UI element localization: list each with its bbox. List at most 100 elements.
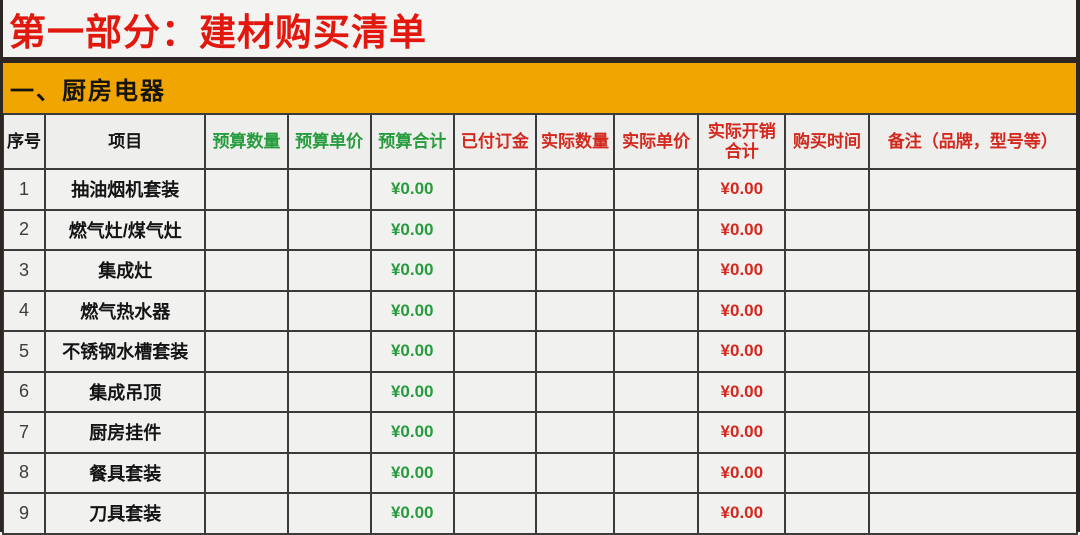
cell-purchase_time[interactable]	[784, 411, 870, 454]
cell-actual_unit_price[interactable]	[613, 330, 700, 373]
cell-index[interactable]: 9	[1, 492, 47, 535]
cell-notes[interactable]	[867, 492, 1079, 535]
cell-actual_qty[interactable]	[534, 451, 616, 494]
cell-notes[interactable]	[867, 330, 1079, 373]
cell-actual_unit_price[interactable]	[613, 451, 700, 494]
cell-actual_qty[interactable]	[534, 411, 616, 454]
cell-purchase_time[interactable]	[784, 451, 870, 494]
cell-budget_qty[interactable]	[204, 168, 289, 211]
cell-budget_total[interactable]: ¥0.00	[369, 411, 455, 454]
cell-budget_unit_price[interactable]	[286, 168, 372, 211]
cell-notes[interactable]	[867, 168, 1079, 211]
cell-item[interactable]: 集成吊顶	[44, 370, 207, 413]
header-notes[interactable]: 备注（品牌，型号等）	[867, 113, 1079, 170]
cell-deposit_paid[interactable]	[452, 370, 537, 413]
header-index[interactable]: 序号	[1, 113, 47, 170]
cell-budget_unit_price[interactable]	[286, 492, 372, 535]
cell-index[interactable]: 2	[1, 208, 47, 251]
cell-index[interactable]: 1	[1, 168, 47, 211]
cell-budget_total[interactable]: ¥0.00	[369, 168, 455, 211]
cell-deposit_paid[interactable]	[452, 411, 537, 454]
cell-notes[interactable]	[867, 451, 1079, 494]
cell-deposit_paid[interactable]	[452, 208, 537, 251]
cell-item[interactable]: 集成灶	[44, 249, 207, 292]
cell-index[interactable]: 3	[1, 249, 47, 292]
cell-item[interactable]: 燃气热水器	[44, 289, 207, 332]
cell-index[interactable]: 7	[1, 411, 47, 454]
cell-budget_total[interactable]: ¥0.00	[369, 451, 455, 494]
cell-budget_qty[interactable]	[204, 370, 289, 413]
cell-actual_total[interactable]: ¥0.00	[697, 411, 787, 454]
cell-budget_total[interactable]: ¥0.00	[369, 249, 455, 292]
cell-budget_qty[interactable]	[204, 411, 289, 454]
cell-actual_total[interactable]: ¥0.00	[697, 492, 787, 535]
cell-item[interactable]: 刀具套装	[44, 492, 207, 535]
cell-purchase_time[interactable]	[784, 168, 870, 211]
cell-actual_qty[interactable]	[534, 289, 616, 332]
cell-item[interactable]: 抽油烟机套装	[44, 168, 207, 211]
cell-notes[interactable]	[867, 208, 1079, 251]
cell-budget_unit_price[interactable]	[286, 208, 372, 251]
cell-budget_total[interactable]: ¥0.00	[369, 289, 455, 332]
cell-actual_qty[interactable]	[534, 370, 616, 413]
header-purchase_time[interactable]: 购买时间	[784, 113, 870, 170]
cell-budget_unit_price[interactable]	[286, 451, 372, 494]
cell-budget_qty[interactable]	[204, 451, 289, 494]
cell-budget_qty[interactable]	[204, 330, 289, 373]
cell-item[interactable]: 不锈钢水槽套装	[44, 330, 207, 373]
cell-actual_unit_price[interactable]	[613, 411, 700, 454]
cell-purchase_time[interactable]	[784, 370, 870, 413]
cell-budget_qty[interactable]	[204, 492, 289, 535]
cell-index[interactable]: 8	[1, 451, 47, 494]
cell-actual_total[interactable]: ¥0.00	[697, 208, 787, 251]
cell-actual_total[interactable]: ¥0.00	[697, 330, 787, 373]
cell-actual_total[interactable]: ¥0.00	[697, 370, 787, 413]
cell-budget_unit_price[interactable]	[286, 249, 372, 292]
cell-actual_unit_price[interactable]	[613, 370, 700, 413]
cell-actual_unit_price[interactable]	[613, 249, 700, 292]
cell-notes[interactable]	[867, 249, 1079, 292]
cell-purchase_time[interactable]	[784, 492, 870, 535]
cell-budget_unit_price[interactable]	[286, 330, 372, 373]
cell-budget_unit_price[interactable]	[286, 411, 372, 454]
cell-actual_total[interactable]: ¥0.00	[697, 249, 787, 292]
cell-index[interactable]: 4	[1, 289, 47, 332]
cell-purchase_time[interactable]	[784, 289, 870, 332]
cell-actual_qty[interactable]	[534, 168, 616, 211]
cell-deposit_paid[interactable]	[452, 168, 537, 211]
header-item[interactable]: 项目	[44, 113, 207, 170]
cell-deposit_paid[interactable]	[452, 492, 537, 535]
cell-notes[interactable]	[867, 411, 1079, 454]
cell-actual_total[interactable]: ¥0.00	[697, 168, 787, 211]
cell-actual_total[interactable]: ¥0.00	[697, 451, 787, 494]
cell-actual_qty[interactable]	[534, 249, 616, 292]
cell-budget_total[interactable]: ¥0.00	[369, 208, 455, 251]
cell-actual_unit_price[interactable]	[613, 168, 700, 211]
cell-actual_qty[interactable]	[534, 492, 616, 535]
cell-budget_total[interactable]: ¥0.00	[369, 330, 455, 373]
header-budget_total[interactable]: 预算合计	[369, 113, 455, 170]
cell-item[interactable]: 燃气灶/煤气灶	[44, 208, 207, 251]
cell-deposit_paid[interactable]	[452, 249, 537, 292]
cell-budget_qty[interactable]	[204, 208, 289, 251]
header-actual_unit_price[interactable]: 实际单价	[613, 113, 700, 170]
cell-purchase_time[interactable]	[784, 208, 870, 251]
header-deposit_paid[interactable]: 已付订金	[452, 113, 537, 170]
cell-item[interactable]: 厨房挂件	[44, 411, 207, 454]
header-budget_qty[interactable]: 预算数量	[204, 113, 289, 170]
cell-actual_total[interactable]: ¥0.00	[697, 289, 787, 332]
cell-purchase_time[interactable]	[784, 330, 870, 373]
cell-actual_unit_price[interactable]	[613, 289, 700, 332]
cell-deposit_paid[interactable]	[452, 330, 537, 373]
cell-budget_unit_price[interactable]	[286, 370, 372, 413]
cell-budget_total[interactable]: ¥0.00	[369, 492, 455, 535]
cell-index[interactable]: 6	[1, 370, 47, 413]
cell-deposit_paid[interactable]	[452, 451, 537, 494]
cell-item[interactable]: 餐具套装	[44, 451, 207, 494]
cell-actual_qty[interactable]	[534, 208, 616, 251]
cell-index[interactable]: 5	[1, 330, 47, 373]
header-budget_unit_price[interactable]: 预算单价	[286, 113, 372, 170]
cell-deposit_paid[interactable]	[452, 289, 537, 332]
cell-budget_unit_price[interactable]	[286, 289, 372, 332]
cell-purchase_time[interactable]	[784, 249, 870, 292]
